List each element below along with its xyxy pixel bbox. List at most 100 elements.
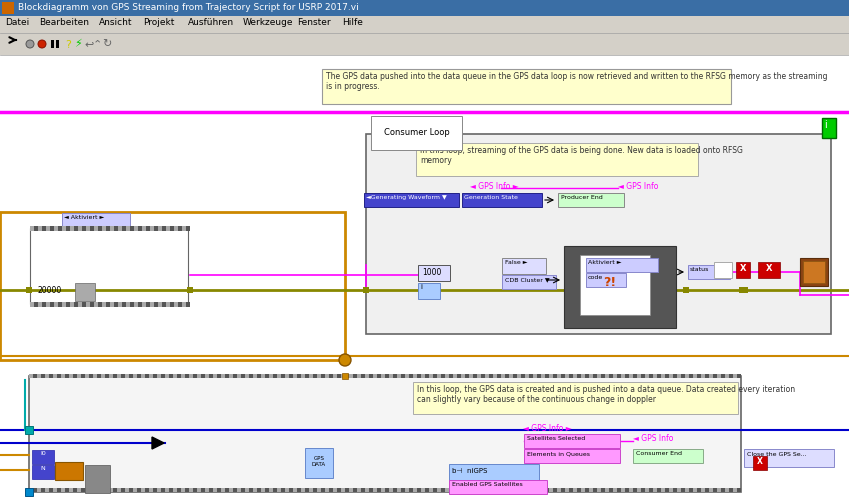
Bar: [42, 302, 46, 307]
Bar: [26, 287, 32, 293]
Bar: [281, 374, 285, 378]
Bar: [641, 374, 645, 378]
Bar: [305, 448, 333, 478]
Bar: [461, 488, 465, 492]
Bar: [49, 488, 53, 492]
Bar: [213, 374, 217, 378]
Bar: [66, 302, 70, 307]
Bar: [53, 488, 57, 492]
Bar: [57, 374, 61, 378]
Bar: [325, 488, 329, 492]
Bar: [353, 374, 357, 378]
Bar: [665, 488, 669, 492]
Bar: [97, 488, 101, 492]
Bar: [34, 226, 38, 231]
Bar: [77, 488, 81, 492]
Bar: [737, 374, 741, 378]
Bar: [429, 374, 433, 378]
Bar: [277, 488, 281, 492]
Bar: [729, 488, 733, 492]
Bar: [341, 374, 345, 378]
Bar: [0, 33, 849, 55]
Bar: [673, 488, 677, 492]
Bar: [58, 226, 62, 231]
Text: GPS
DATA: GPS DATA: [312, 456, 326, 467]
Bar: [154, 302, 158, 307]
Bar: [173, 374, 177, 378]
Bar: [69, 488, 73, 492]
Bar: [744, 449, 834, 467]
Bar: [593, 488, 597, 492]
Bar: [685, 374, 689, 378]
Bar: [74, 302, 78, 307]
Bar: [445, 374, 449, 378]
Bar: [549, 374, 553, 378]
Bar: [569, 488, 573, 492]
Bar: [657, 488, 661, 492]
Text: Datei: Datei: [5, 18, 29, 27]
Bar: [133, 488, 137, 492]
Bar: [102, 302, 106, 307]
Bar: [125, 374, 129, 378]
Bar: [169, 374, 173, 378]
Bar: [417, 488, 421, 492]
Bar: [166, 302, 170, 307]
Bar: [177, 488, 181, 492]
Text: ◄ GPS Info: ◄ GPS Info: [618, 182, 658, 191]
Bar: [70, 302, 74, 307]
Bar: [413, 382, 738, 414]
Bar: [573, 488, 577, 492]
Bar: [517, 488, 521, 492]
Text: ?: ?: [65, 40, 70, 50]
Bar: [425, 488, 429, 492]
Bar: [329, 374, 333, 378]
Text: Hilfe: Hilfe: [342, 18, 363, 27]
Bar: [393, 488, 397, 492]
Bar: [217, 374, 221, 378]
Bar: [433, 374, 437, 378]
Bar: [505, 488, 509, 492]
Bar: [341, 488, 345, 492]
Bar: [289, 374, 293, 378]
Bar: [501, 488, 505, 492]
Bar: [81, 374, 85, 378]
Bar: [613, 488, 617, 492]
Bar: [313, 488, 317, 492]
Bar: [321, 488, 325, 492]
Bar: [169, 488, 173, 492]
Bar: [593, 374, 597, 378]
Bar: [62, 213, 130, 227]
Bar: [601, 488, 605, 492]
Bar: [29, 374, 33, 378]
Bar: [113, 374, 117, 378]
Bar: [361, 374, 365, 378]
Bar: [661, 488, 665, 492]
Bar: [38, 302, 42, 307]
Text: Werkzeuge: Werkzeuge: [243, 18, 293, 27]
Bar: [141, 374, 145, 378]
Bar: [142, 226, 146, 231]
Bar: [577, 374, 581, 378]
Bar: [353, 488, 357, 492]
Bar: [502, 275, 556, 289]
Bar: [493, 374, 497, 378]
Bar: [101, 488, 105, 492]
Bar: [413, 488, 417, 492]
Bar: [661, 374, 665, 378]
Bar: [385, 374, 389, 378]
Circle shape: [38, 40, 46, 48]
Bar: [269, 488, 273, 492]
Text: Blockdiagramm von GPS Streaming from Trajectory Script for USRP 2017.vi: Blockdiagramm von GPS Streaming from Tra…: [18, 3, 359, 12]
Bar: [301, 488, 305, 492]
Bar: [669, 488, 673, 492]
Bar: [121, 374, 125, 378]
Bar: [545, 488, 549, 492]
Bar: [537, 374, 541, 378]
Bar: [62, 302, 66, 307]
Bar: [416, 143, 698, 176]
Bar: [573, 374, 577, 378]
Bar: [90, 302, 94, 307]
Text: 1000: 1000: [422, 268, 441, 277]
Bar: [293, 374, 297, 378]
Bar: [521, 488, 525, 492]
